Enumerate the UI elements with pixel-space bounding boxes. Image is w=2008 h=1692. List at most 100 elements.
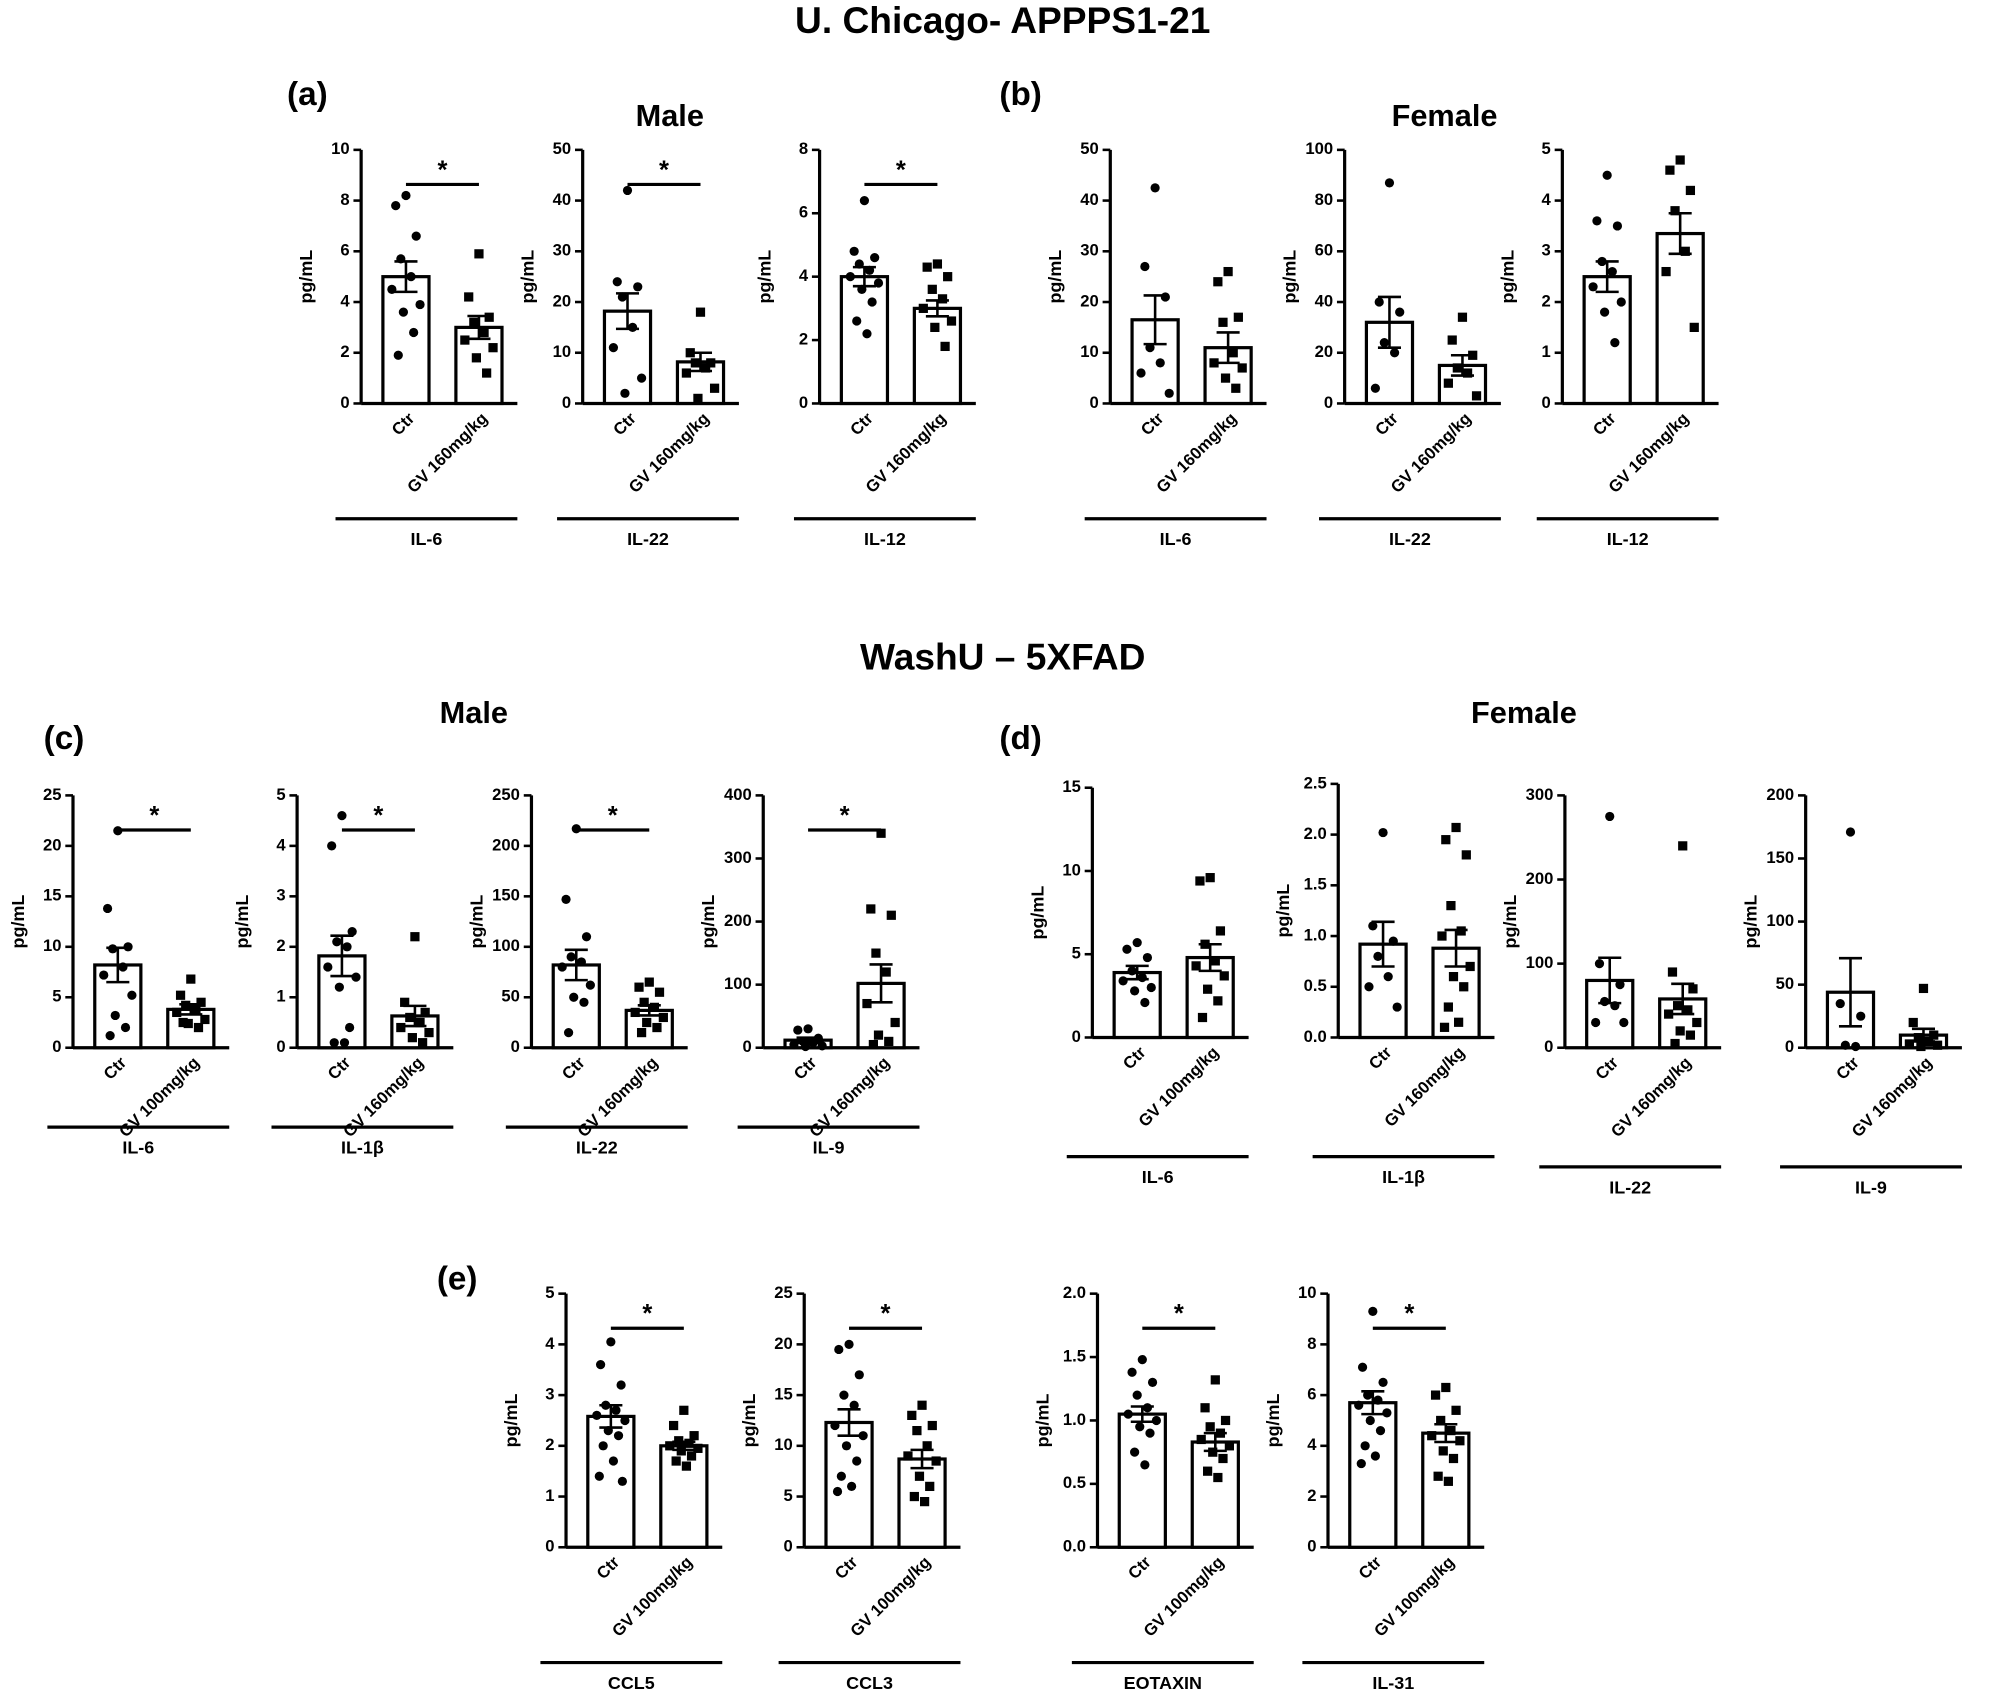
data-point <box>1437 931 1447 941</box>
data-point <box>1231 383 1241 393</box>
data-point <box>612 277 622 287</box>
y-tick-label: 3 <box>276 886 285 905</box>
y-tick-label: 10 <box>553 342 571 361</box>
data-point <box>400 997 410 1007</box>
data-point <box>685 348 695 358</box>
data-point <box>1378 1377 1388 1388</box>
x-axis-label: IL-12 <box>1607 529 1649 549</box>
data-point <box>409 327 419 338</box>
data-point <box>1145 343 1155 353</box>
group-heading: Female <box>1471 695 1577 730</box>
data-point <box>849 1400 859 1410</box>
data-point <box>930 322 940 332</box>
y-tick-label: 10 <box>774 1435 792 1454</box>
data-point <box>1850 1041 1861 1052</box>
data-point <box>862 329 872 339</box>
data-point <box>1443 1002 1453 1012</box>
x-axis-label: IL-12 <box>864 529 906 549</box>
data-point <box>1675 1026 1685 1036</box>
data-point <box>681 1461 692 1471</box>
data-point <box>329 1038 339 1048</box>
x-axis-label: IL-22 <box>627 529 669 549</box>
y-tick-label: 1.0 <box>1063 1410 1086 1429</box>
error-bar <box>564 948 588 982</box>
x-axis-label: CCL3 <box>846 1673 893 1692</box>
data-point <box>1215 1428 1226 1438</box>
x-axis-label: EOTAXIN <box>1124 1673 1202 1692</box>
error-bar <box>837 1408 861 1437</box>
data-point <box>557 962 567 972</box>
data-point <box>1378 827 1388 838</box>
data-point <box>940 341 950 352</box>
group-heading: Male <box>636 98 704 133</box>
data-point <box>1220 373 1231 383</box>
data-point <box>193 1022 204 1033</box>
significance-label: * <box>149 802 159 830</box>
data-point <box>1132 937 1142 948</box>
data-point <box>622 185 633 196</box>
y-tick-label: 100 <box>492 936 520 955</box>
y-tick-label: 2 <box>1542 291 1551 310</box>
data-point <box>181 1000 191 1010</box>
data-point <box>1360 1441 1370 1451</box>
data-point <box>1213 277 1223 287</box>
data-point <box>1140 1460 1150 1470</box>
error-bar <box>1838 956 1863 1028</box>
y-tick-label: 4 <box>1542 190 1552 209</box>
data-point <box>460 335 470 345</box>
bar <box>1348 1401 1398 1549</box>
y-tick-label: 0 <box>742 1037 751 1056</box>
data-point <box>839 1390 849 1400</box>
data-point <box>1918 983 1929 994</box>
data-point <box>1195 876 1205 886</box>
y-tick-label: 300 <box>724 848 752 867</box>
x-axis-label: IL-22 <box>576 1138 618 1158</box>
x-axis-label: IL-22 <box>1389 529 1431 549</box>
category-label: Ctr <box>790 1053 821 1084</box>
y-tick-label: 1 <box>545 1486 554 1505</box>
data-point <box>628 322 638 332</box>
y-tick-label: 100 <box>724 974 752 993</box>
y-axis-label: pg/mL <box>1500 895 1520 949</box>
data-point <box>1439 1022 1450 1032</box>
significance-label: * <box>896 156 906 184</box>
data-point <box>665 1441 675 1451</box>
data-point <box>581 932 592 942</box>
significance-label: * <box>373 802 383 830</box>
data-point <box>1155 358 1165 368</box>
data-point <box>1451 1405 1461 1415</box>
y-tick-label: 40 <box>1315 291 1333 310</box>
data-point <box>1150 183 1160 193</box>
data-point <box>1599 307 1610 317</box>
data-point <box>1130 1447 1140 1457</box>
group-heading: Female <box>1392 98 1498 133</box>
significance-label: * <box>840 802 850 830</box>
y-tick-label: 25 <box>774 1283 792 1302</box>
data-point <box>1122 944 1132 954</box>
data-point <box>946 316 957 326</box>
y-tick-label: 20 <box>553 291 571 310</box>
data-point <box>424 1027 434 1038</box>
y-tick-label: 0 <box>52 1037 61 1056</box>
data-point <box>1130 986 1140 996</box>
data-point <box>595 1360 606 1370</box>
data-point <box>919 1497 930 1507</box>
data-point <box>1127 966 1137 976</box>
data-point <box>1835 998 1845 1009</box>
data-point <box>793 1025 803 1035</box>
data-point <box>1210 956 1220 966</box>
data-point <box>1923 1036 1934 1047</box>
data-point <box>854 259 864 269</box>
data-point <box>464 292 474 302</box>
panel-label: (d) <box>999 720 1041 757</box>
data-point <box>690 358 700 368</box>
data-point <box>858 1431 868 1441</box>
data-point <box>1383 972 1393 982</box>
data-point <box>912 1425 922 1436</box>
data-point <box>1384 178 1395 188</box>
y-tick-label: 100 <box>1526 953 1554 972</box>
data-point <box>1913 1033 1923 1043</box>
y-tick-label: 10 <box>43 936 61 955</box>
data-point <box>347 927 357 937</box>
data-point <box>1675 155 1685 165</box>
